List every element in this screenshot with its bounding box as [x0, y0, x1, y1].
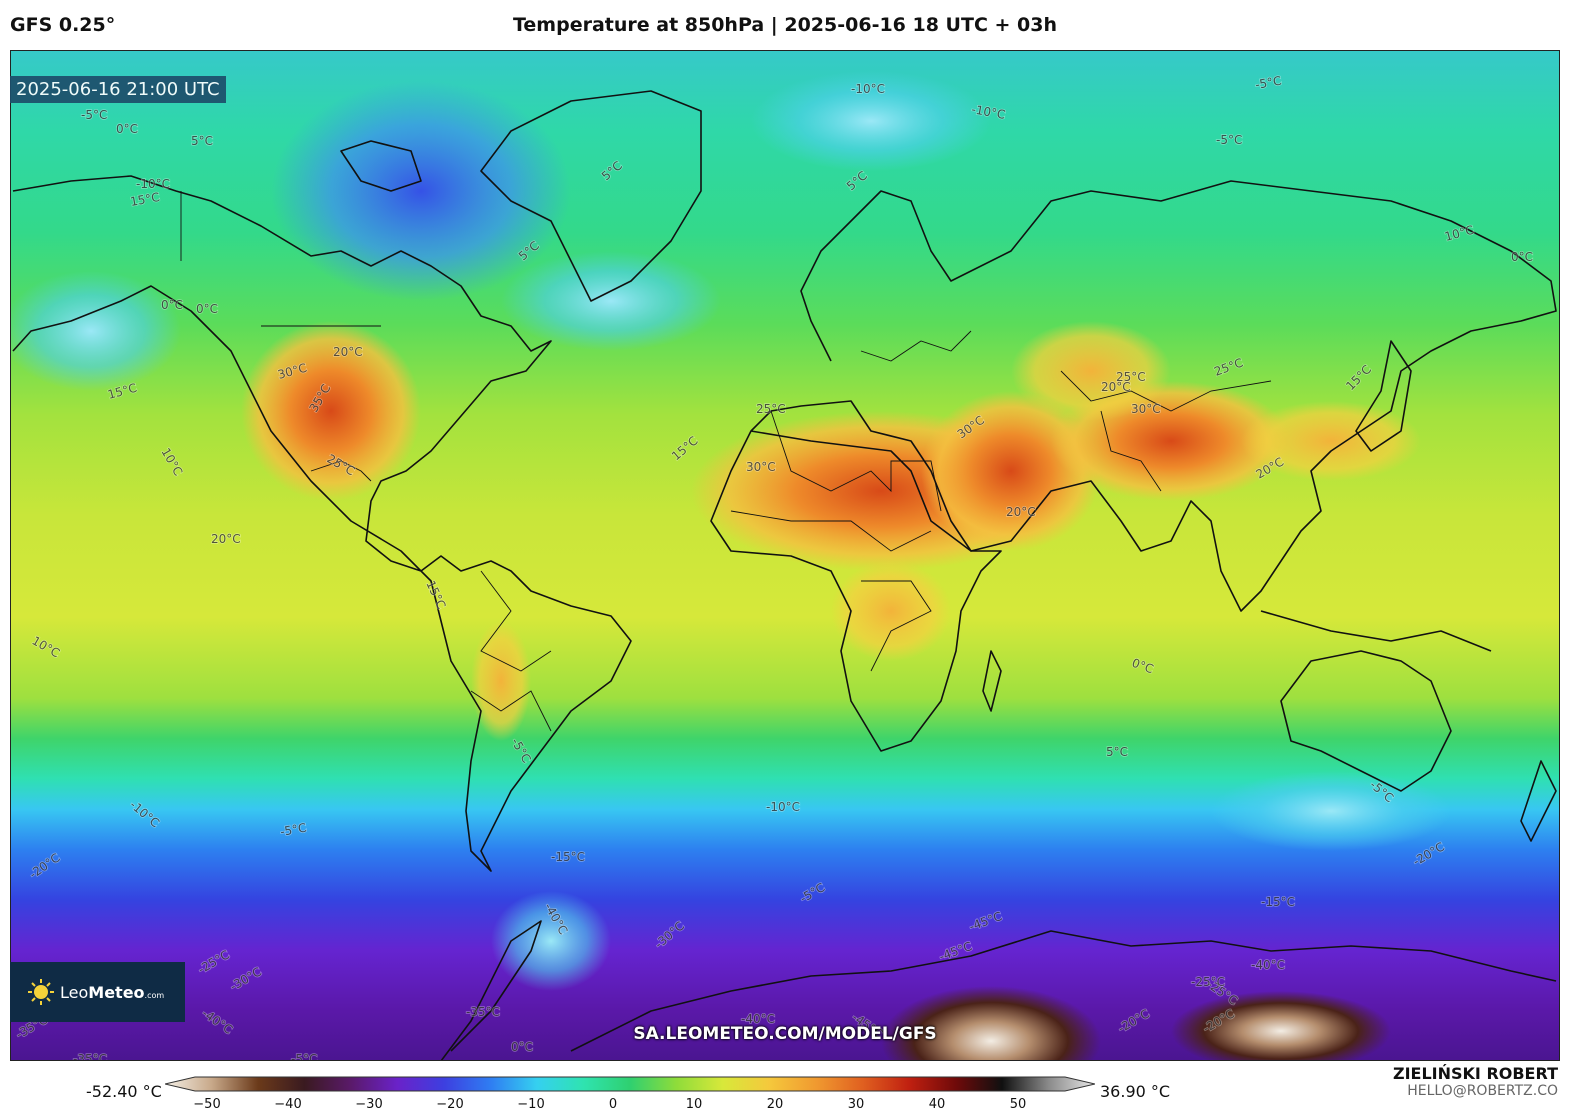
isotherm-label: -10°C [766, 800, 800, 814]
author-name: ZIELIŃSKI ROBERT [1392, 1064, 1558, 1083]
isotherm-label: -35°C [466, 1005, 500, 1019]
isotherm-label: 15°C [129, 190, 161, 209]
isotherm-label: -5°C [1216, 133, 1242, 147]
isotherm-label: -40°C [741, 1012, 775, 1026]
isotherm-label: 0°C [161, 298, 183, 312]
logo-wordmark: LeoMeteo.com [60, 982, 165, 1002]
isotherm-label: -5°C [1254, 74, 1282, 92]
sun-icon [28, 979, 54, 1005]
isotherm-label: 5°C [191, 134, 213, 148]
isotherm-label: -10°C [851, 82, 885, 96]
isotherm-label: -35°C [73, 1052, 107, 1061]
colorbar-tick-label: 0 [608, 1097, 618, 1112]
isotherm-label: -40°C [1251, 958, 1285, 972]
isotherm-label: -5°C [279, 821, 307, 839]
isotherm-label: 5°C [1106, 745, 1128, 759]
map-canvas: -10°C-10°C-5°C-5°C-5°C0°C5°C-10°C15°C5°C… [11, 51, 1559, 1061]
isotherm-label: 20°C [1006, 505, 1036, 519]
colorbar-tick-label: −30 [355, 1097, 383, 1112]
isotherm-label: 0°C [116, 122, 138, 136]
colorbar [165, 1076, 1095, 1092]
isotherm-label: 0°C [511, 1040, 533, 1054]
coastlines [12, 90, 1557, 1060]
colorbar-min-label: -52.40 °C [86, 1082, 162, 1101]
colorbar-tick-label: −10 [517, 1097, 545, 1112]
isotherm-label: -15°C [1261, 895, 1295, 909]
isotherm-label: -25°C [1191, 975, 1225, 989]
isotherm-label: 0°C [196, 302, 218, 316]
leometeo-logo: LeoMeteo.com [10, 962, 185, 1022]
isotherm-label: 20°C [211, 532, 241, 546]
source-url: SA.LEOMETEO.COM/MODEL/GFS [633, 1024, 937, 1044]
isotherm-label: -5°C [291, 1052, 317, 1061]
colorbar-tick-label: −50 [193, 1097, 221, 1112]
isotherm-label: 20°C [1101, 380, 1131, 394]
temperature-anomalies [11, 71, 1451, 1060]
isotherm-label: -5°C [81, 108, 107, 122]
isotherm-label: -10°C [136, 177, 170, 191]
colorbar-tick-label: 10 [685, 1097, 703, 1112]
isotherm-label: -15°C [551, 850, 585, 864]
isotherm-label: 0°C [1511, 250, 1533, 264]
chart-title: Temperature at 850hPa | 2025-06-16 18 UT… [512, 14, 1058, 36]
colorbar-tick-label: −40 [274, 1097, 302, 1112]
colorbar-tick-label: 20 [766, 1097, 784, 1112]
isotherm-label: 25°C [1116, 370, 1146, 384]
author-credit: ZIELIŃSKI ROBERT HELLO@ROBERTZ.CO [1393, 1064, 1558, 1099]
temperature-map: -10°C -10°C -5°C -5°C -5°C 0°C 5°C -10°C 15°C 5°C… [10, 50, 1560, 1061]
isotherm-label: -10°C [970, 102, 1006, 122]
colorbar-tick-label: 30 [847, 1097, 865, 1112]
colorbar-max-label: 36.90 °C [1100, 1082, 1171, 1101]
author-email: HELLO@ROBERTZ.CO [1407, 1083, 1558, 1099]
colorbar-tick-label: 50 [1009, 1097, 1027, 1112]
colorbar-tick-label: 40 [928, 1097, 946, 1112]
country-borders [180, 191, 1272, 732]
colorbar-ticks: −50 −40 −30 −20 −10 0 10 20 30 40 50 [0, 1097, 1570, 1113]
isotherm-label: 20°C [333, 345, 363, 359]
colorbar-tick-label: −20 [436, 1097, 464, 1112]
valid-time-badge: 2025-06-16 21:00 UTC [10, 76, 226, 103]
isotherm-label: 30°C [1131, 402, 1161, 416]
isotherm-label: 30°C [746, 460, 776, 474]
isotherm-label: 25°C [756, 402, 786, 416]
model-name: GFS 0.25° [10, 14, 116, 36]
